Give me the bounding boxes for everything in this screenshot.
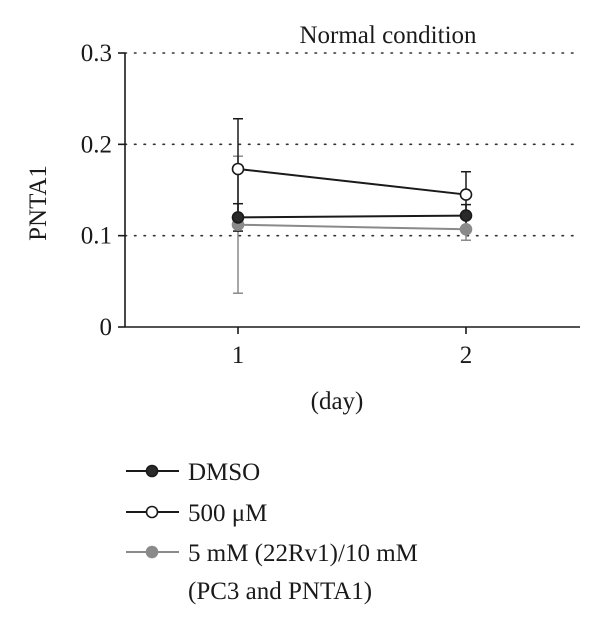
legend-item: DMSO	[126, 459, 260, 486]
legend: DMSO 500 μM 5 mM (22Rv1)/10 mM (PC3 and PNT…	[126, 459, 418, 605]
y-tick-label: 0.1	[81, 223, 112, 250]
legend-item: 5 mM (22Rv1)/10 mM (PC3 and PNTA1)	[126, 540, 418, 605]
legend-marker	[145, 464, 159, 478]
data-point	[459, 209, 473, 222]
y-axis-label: PNTA1	[25, 165, 52, 241]
x-tick-label: 2	[460, 342, 473, 369]
x-tick-label: 1	[232, 342, 245, 369]
series	[231, 118, 473, 294]
data-point	[231, 162, 245, 176]
series-line	[237, 167, 467, 196]
y-ticks: 0 0.1 0.2 0.3	[81, 40, 125, 341]
axes	[124, 53, 580, 328]
legend-marker	[145, 505, 159, 519]
y-tick-label: 0	[100, 314, 113, 341]
y-tick-label: 0.3	[81, 40, 112, 67]
y-tick-label: 0.2	[81, 131, 112, 158]
data-point	[459, 222, 473, 236]
legend-marker	[145, 545, 159, 559]
gridlines	[124, 52, 581, 237]
legend-item: 500 μM	[126, 500, 267, 527]
legend-label: (PC3 and PNTA1)	[188, 578, 372, 605]
series-line	[237, 223, 467, 231]
data-point	[231, 211, 245, 224]
legend-label: DMSO	[188, 459, 260, 486]
legend-label: 500 μM	[188, 500, 267, 527]
x-axis-label: (day)	[311, 388, 364, 415]
data-point	[459, 188, 473, 201]
legend-label: 5 mM (22Rv1)/10 mM	[188, 540, 418, 567]
series-line	[237, 214, 467, 219]
chart-title: Normal condition	[299, 22, 477, 49]
